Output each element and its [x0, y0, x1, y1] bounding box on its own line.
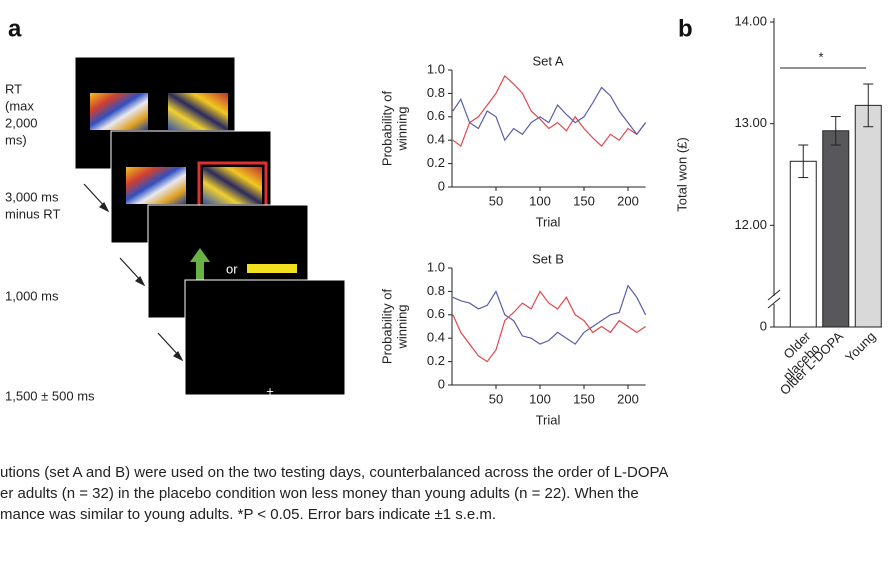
caption-line: utions (set A and B) were used on the tw…: [0, 464, 668, 481]
x-tick-label: 50: [489, 193, 503, 208]
x-tick-label: 50: [489, 391, 503, 406]
x-tick-label: 100: [529, 391, 551, 406]
axis-break: [767, 297, 781, 309]
bar: [789, 160, 817, 328]
panel-label: b: [678, 15, 693, 42]
chart-title: Set B: [532, 251, 564, 266]
y-axis-label: winning: [394, 106, 409, 151]
caption-line: er adults (n = 32) in the placebo condit…: [0, 485, 639, 502]
timing-labels: RT (max 2,000 ms) 3,000 ms minus RT 1,000 ms 1,…: [5, 81, 95, 403]
y-tick-label: 0.6: [427, 306, 445, 321]
y-tick-label: 0.2: [427, 155, 445, 170]
y-tick-label: 0.2: [427, 353, 445, 368]
timing-label: 2,000: [5, 115, 38, 130]
timing-label: minus RT: [5, 206, 60, 221]
significance-star: *: [818, 49, 823, 64]
y-tick-label: 0.4: [427, 132, 445, 147]
timing-label: 1,500 ± 500 ms: [5, 388, 95, 403]
chart-title: Set A: [532, 53, 563, 68]
data-line: [452, 290, 646, 363]
x-tick-label-line: Young: [842, 329, 878, 365]
timing-label: 3,000 ms: [5, 189, 59, 204]
y-tick-label: 0: [438, 178, 445, 193]
y-axis-label: Probability of: [379, 91, 394, 167]
caption: utions (set A and B) were used on the tw…: [0, 464, 668, 523]
timing-label: ms): [5, 132, 27, 147]
data-line: [452, 86, 647, 142]
y-axis-label: winning: [394, 304, 409, 349]
x-tick-label: 100: [529, 193, 551, 208]
y-tick-label: 13.00: [734, 115, 767, 130]
bar: [822, 130, 850, 328]
or-text: or: [226, 261, 238, 276]
y-tick-label: 0: [438, 376, 445, 391]
x-tick-label: 150: [573, 391, 595, 406]
timing-label: RT: [5, 81, 22, 96]
timing-label: (max: [5, 98, 34, 113]
y-axis-label: Probability of: [379, 289, 394, 365]
y-tick-label: 0.4: [427, 330, 445, 345]
axis-break: [767, 289, 781, 301]
y-tick-label: 1.0: [427, 259, 445, 274]
caption-line: mance was similar to young adults. *P < …: [0, 506, 496, 523]
y-tick-label: 0: [760, 318, 767, 333]
y-tick-label: 0.8: [427, 85, 445, 100]
y-tick-label: 12.00: [734, 217, 767, 232]
x-axis-label: Trial: [536, 214, 561, 229]
y-tick-label: 0.8: [427, 283, 445, 298]
y-axis-label: Total won (£): [674, 137, 689, 211]
y-tick-label: 1.0: [427, 61, 445, 76]
timing-label: 1,000 ms: [5, 288, 59, 303]
x-tick-label: 200: [617, 391, 639, 406]
bar: [854, 104, 882, 328]
data-line: [452, 284, 647, 345]
data-line: [452, 74, 647, 148]
task-screens: [74, 56, 346, 396]
x-tick-label: Young: [842, 329, 878, 365]
y-tick-label: 0.6: [427, 108, 445, 123]
x-tick-label: 150: [573, 193, 595, 208]
y-tick-label: 14.00: [734, 13, 767, 28]
fixation-cross: +: [266, 383, 274, 398]
x-tick-label: 200: [617, 193, 639, 208]
x-axis-label: Trial: [536, 412, 561, 427]
panel-label: a: [8, 15, 22, 42]
